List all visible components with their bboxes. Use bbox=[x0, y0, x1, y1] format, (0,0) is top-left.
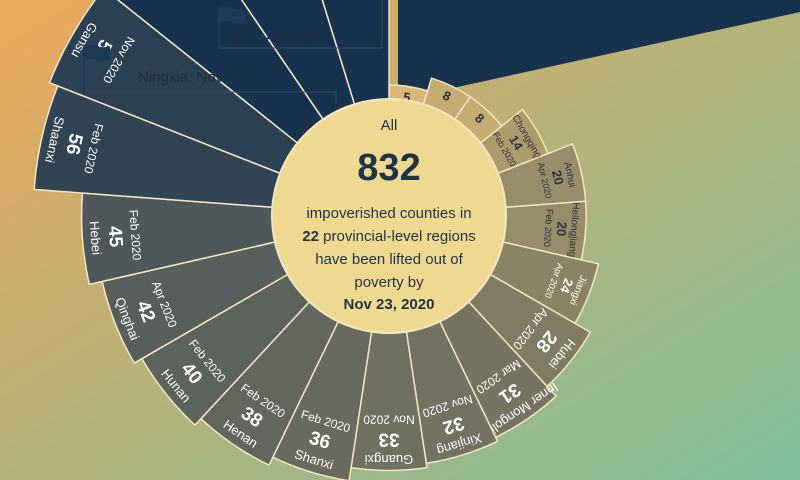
date-label: Feb 2020 bbox=[126, 209, 144, 261]
flags-group: Jilin, Apr 2020 Ningxia, Nov 2020 bbox=[83, 0, 383, 104]
value-label: 20 bbox=[554, 221, 570, 237]
center-line3: 22 provincial-level regions bbox=[302, 228, 475, 245]
segment-labels: Guangxi 33 Nov 2020 bbox=[363, 412, 415, 467]
navy-panel bbox=[398, 0, 800, 100]
value-label: 33 bbox=[378, 428, 399, 449]
segment-labels: 5 bbox=[402, 89, 411, 105]
flag-label-ningxia: Ningxia, Nov 2020 bbox=[138, 69, 261, 86]
value-label: 56 bbox=[61, 131, 86, 156]
date-label: Nov 2020 bbox=[363, 412, 415, 426]
center-date: Nov 23, 2020 bbox=[344, 296, 435, 313]
center-circle bbox=[271, 98, 507, 334]
flag-icon bbox=[84, 44, 110, 62]
center-line4: have been lifted out of bbox=[315, 251, 463, 268]
date-label: Feb 2020 bbox=[542, 209, 555, 248]
segment-labels: Hebei 45 Feb 2020 bbox=[87, 209, 144, 261]
region-label: Heilongjiang bbox=[566, 202, 581, 258]
value-label: 5 bbox=[402, 89, 411, 105]
region-label: Guangxi bbox=[365, 452, 414, 467]
region-label: Hebei bbox=[87, 220, 105, 255]
value-label: 45 bbox=[104, 225, 127, 248]
flag-label-jilin: Jilin, Apr 2020 bbox=[232, 29, 326, 46]
center-total: 832 bbox=[357, 147, 420, 189]
center-line5: poverty by bbox=[354, 274, 424, 291]
value-label: 24 bbox=[557, 276, 577, 296]
center-all: All bbox=[381, 117, 398, 134]
center-summary: All 832 impoverished counties in 22 prov… bbox=[302, 117, 475, 313]
center-regions-text: provincial-level regions bbox=[319, 228, 476, 245]
flag-icon bbox=[219, 6, 245, 24]
center-regions-count: 22 bbox=[302, 228, 319, 245]
value-label: 20 bbox=[549, 169, 567, 186]
center-line2: impoverished counties in bbox=[306, 205, 471, 222]
